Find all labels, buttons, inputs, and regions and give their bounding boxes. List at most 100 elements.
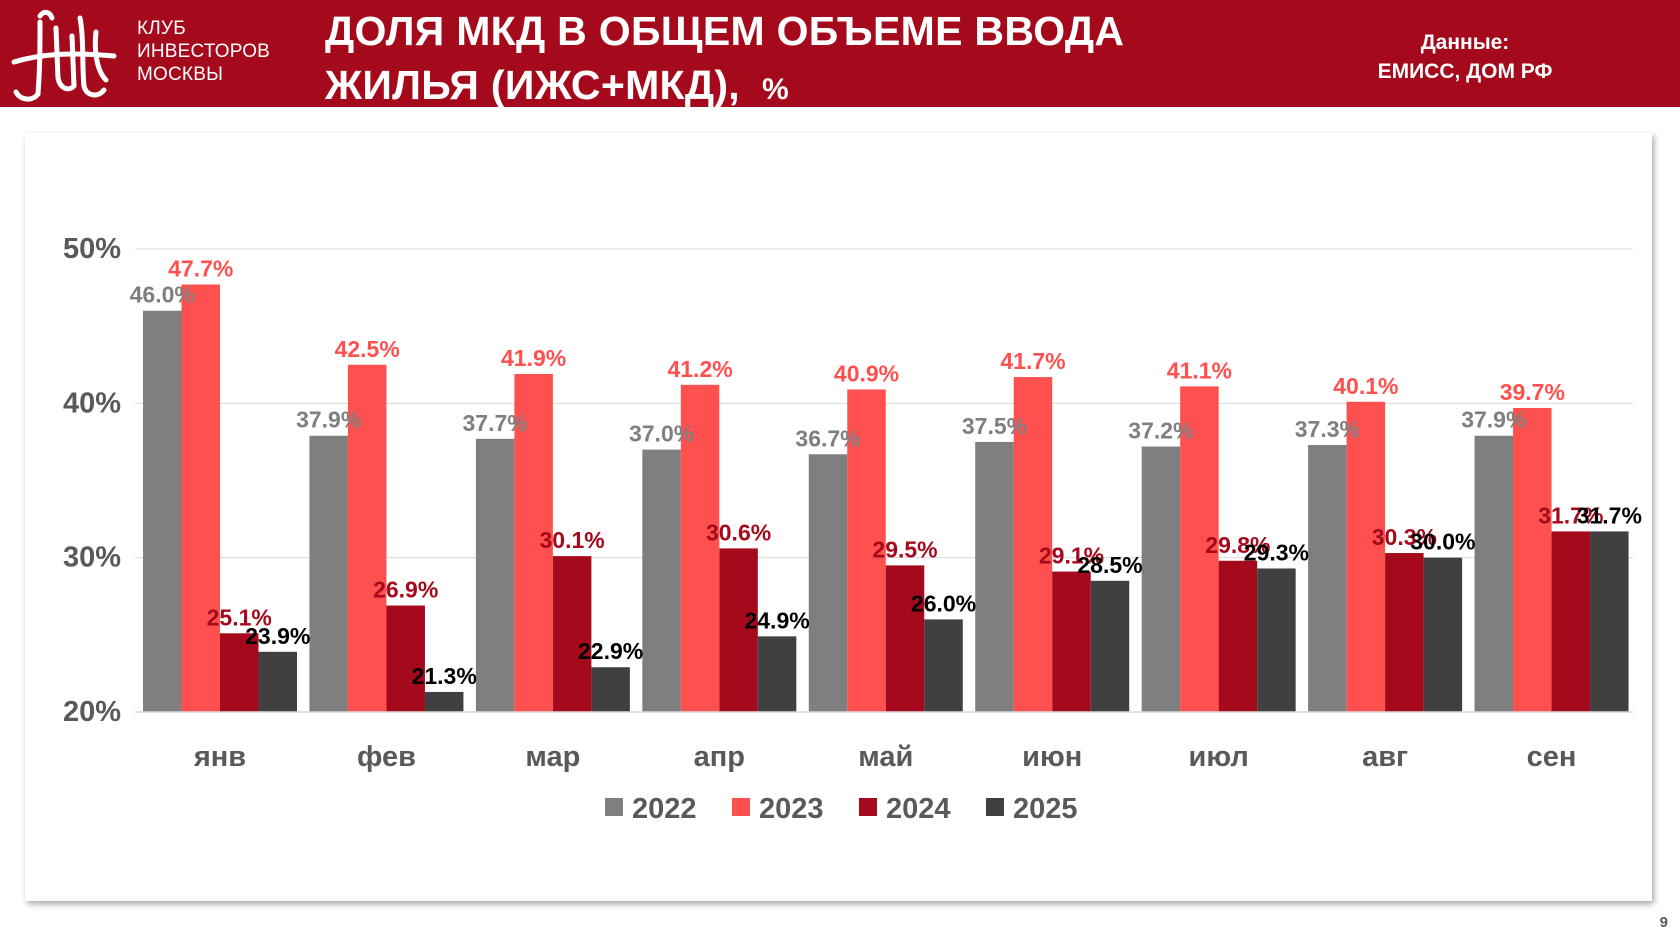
x-tick-label: июн: [1022, 741, 1082, 773]
data-label-2023: 47.7%: [168, 255, 233, 281]
y-tick-label: 20%: [63, 696, 121, 728]
bar-2022: [975, 441, 1014, 712]
data-label-2022: 37.7%: [463, 410, 528, 436]
data-label-2022: 37.9%: [1461, 407, 1526, 433]
data-label-2025: 21.3%: [412, 663, 477, 689]
legend-swatch-2022: [605, 798, 623, 816]
data-label-2023: 41.2%: [667, 356, 732, 382]
bar-2025: [757, 636, 797, 712]
y-tick-label: 40%: [63, 387, 121, 419]
data-label-2024: 31.7%: [1538, 502, 1603, 528]
page-title-unit: %: [762, 73, 789, 106]
y-tick-label: 50%: [63, 233, 121, 265]
bar-2024: [719, 548, 758, 712]
legend-label-2023: 2023: [759, 793, 824, 825]
data-label-2023: 39.7%: [1500, 379, 1565, 405]
bar-2022: [475, 438, 515, 712]
data-source-label: Данные:: [1420, 31, 1510, 54]
legend-swatch-2025: [986, 798, 1004, 816]
page-title-line2-wrap: ЖИЛЬЯ (ИЖС+МКД),%: [325, 58, 1124, 117]
data-label-2025: 29.3%: [1244, 539, 1309, 565]
bar-2025: [424, 691, 464, 712]
bar-2023: [1013, 377, 1053, 712]
y-tick-label: 30%: [63, 542, 121, 574]
data-label-2024: 30.6%: [706, 519, 771, 545]
data-label-2023: 42.5%: [335, 336, 400, 362]
bar-2024: [552, 556, 592, 712]
x-tick-label: апр: [694, 741, 745, 773]
legend-label-2022: 2022: [632, 793, 697, 825]
bar-2022: [143, 310, 182, 712]
legend-swatch-2024: [859, 798, 877, 816]
data-label-2025: 31.7%: [1577, 502, 1642, 528]
legend-label-2025: 2025: [1013, 793, 1078, 825]
bar-2023: [1180, 386, 1219, 712]
data-label-2023: 41.7%: [1000, 348, 1065, 374]
bar-2022: [309, 435, 348, 712]
data-label-2022: 37.0%: [629, 421, 694, 447]
page-title-line2: ЖИЛЬЯ (ИЖС+МКД),: [325, 62, 740, 108]
data-label-2023: 41.1%: [1167, 357, 1232, 383]
x-tick-label: май: [858, 741, 913, 773]
data-label-2025: 28.5%: [1077, 552, 1142, 578]
x-tick-label: янв: [193, 741, 246, 773]
bar-2022: [808, 454, 848, 712]
data-label-2025: 22.9%: [578, 638, 643, 664]
chart-card: 20% 30% 40% 50% янв фев мар апр май июн июл авг сен 4…: [25, 133, 1652, 901]
data-label-2024: 26.9%: [373, 577, 438, 603]
bar-2024: [885, 565, 925, 712]
header-bar: КЛУБ ИНВЕСТОРОВ МОСКВЫ ДОЛЯ МКД В ОБЩЕМ …: [0, 0, 1680, 108]
bar-2024: [386, 605, 425, 712]
data-label-2024: 29.8%: [1205, 532, 1270, 558]
data-label-2025: 24.9%: [744, 607, 809, 633]
bar-2025: [1090, 580, 1130, 712]
bar-2023: [680, 384, 720, 712]
bar-2024: [1385, 553, 1424, 712]
legend-swatch-2023: [732, 798, 750, 816]
bar-2023: [1346, 401, 1386, 712]
bar-2023: [181, 284, 220, 712]
bar-2023: [1513, 407, 1552, 712]
legend-label-2024: 2024: [886, 793, 951, 825]
data-label-2023: 41.9%: [501, 345, 566, 371]
x-tick-label: сен: [1527, 741, 1577, 773]
club-name-line: ИНВЕСТОРОВ: [137, 41, 271, 62]
data-label-2024: 29.5%: [872, 536, 937, 562]
bar-2025: [1257, 568, 1296, 712]
bar-2023: [347, 364, 387, 712]
data-label-2022: 37.9%: [296, 407, 361, 433]
bar-2025: [591, 667, 630, 712]
bar-2024: [1218, 560, 1258, 712]
bar-2024: [220, 633, 259, 712]
club-name-line: МОСКВЫ: [137, 64, 224, 85]
x-tick-label: авг: [1362, 741, 1408, 773]
x-tick-label: фев: [357, 741, 416, 773]
data-source-value: ЕМИСС, ДОМ РФ: [1377, 60, 1553, 83]
page-title: ДОЛЯ МКД В ОБЩЕМ ОБЪЕМЕ ВВОДА ЖИЛЬЯ (ИЖС…: [325, 4, 1124, 117]
club-name-line: КЛУБ: [137, 18, 186, 39]
data-label-2025: 26.0%: [911, 590, 976, 616]
page-number: 9: [1659, 914, 1668, 931]
bar-2025: [1590, 531, 1629, 712]
data-label-2022: 36.7%: [795, 425, 860, 451]
bar-2024: [1052, 571, 1091, 712]
bar-2025: [924, 619, 963, 712]
club-name: КЛУБ ИНВЕСТОРОВ МОСКВЫ: [137, 17, 270, 86]
bar-2023: [847, 389, 886, 712]
bar-2022: [1474, 435, 1514, 712]
data-label-2025: 23.9%: [245, 623, 310, 649]
data-label-2022: 46.0%: [130, 282, 195, 308]
bar-2022: [1141, 446, 1181, 712]
bar-2025: [1423, 557, 1463, 712]
data-label-2022: 37.5%: [962, 413, 1027, 439]
bar-2023: [514, 374, 553, 712]
data-label-2024: 30.1%: [540, 527, 605, 553]
club-logo-icon: [11, 9, 117, 102]
bar-chart: 20% 30% 40% 50% янв фев мар апр май июн июл авг сен 4…: [63, 233, 1642, 825]
data-label-2022: 37.3%: [1295, 416, 1360, 442]
bar-2025: [258, 651, 297, 712]
bar-2022: [1308, 445, 1347, 712]
x-tick-label: мар: [525, 741, 580, 773]
data-label-2023: 40.9%: [834, 360, 899, 386]
bar-2024: [1551, 531, 1591, 712]
